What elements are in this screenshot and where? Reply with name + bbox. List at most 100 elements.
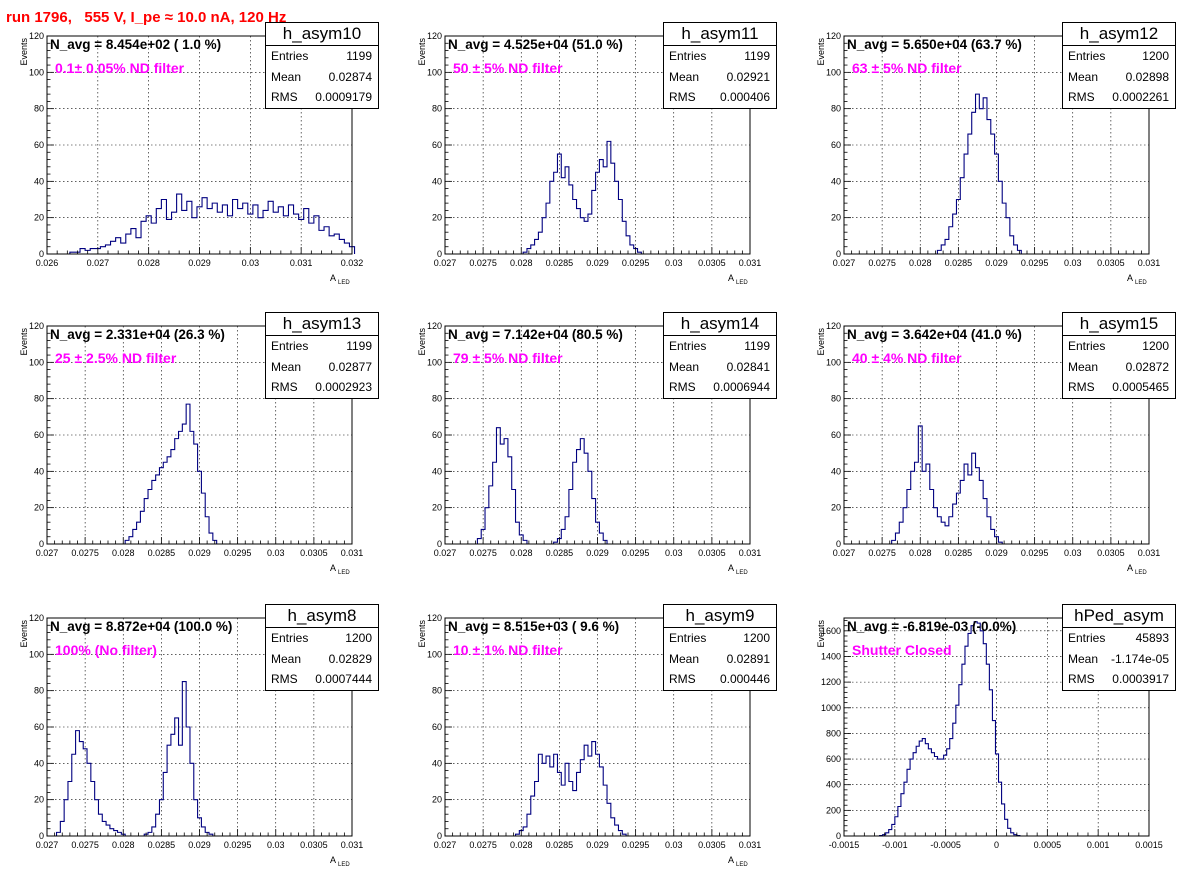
y-tick-label: 80 [34, 104, 44, 114]
x-tick-label: 0.031 [290, 258, 313, 268]
stats-value: 0.0006944 [713, 380, 770, 394]
stats-row-rms: RMS 0.0006944 [664, 377, 776, 398]
y-tick-label: 40 [831, 176, 841, 186]
x-tick-label: 0.0305 [300, 840, 328, 850]
histogram-svg: 0.027 0.0275 0.028 0.0285 0.029 0.0295 0.03 0.0… [816, 321, 1160, 576]
y-tick-label: 40 [831, 466, 841, 476]
stats-key: Mean [1068, 359, 1099, 374]
stats-box: h_asym11 Entries 1199 Mean 0.02921 RMS 0.00040… [663, 22, 777, 109]
x-tick-label: 0.0285 [546, 840, 574, 850]
x-tick-label: 0.0275 [71, 548, 99, 558]
x-tick-label: 0.0305 [1097, 258, 1125, 268]
x-axis-title-subscript: LED [1135, 280, 1147, 286]
stats-row-rms: RMS 0.0002261 [1063, 87, 1175, 108]
y-tick-label: 0 [836, 249, 841, 259]
stats-value: 1199 [744, 49, 770, 63]
y-tick-label: 0 [39, 539, 44, 549]
stats-key: Entries [271, 49, 309, 63]
y-tick-label: 60 [34, 140, 44, 150]
stats-box: h_asym12 Entries 1200 Mean 0.02898 RMS 0.00022… [1062, 22, 1176, 109]
x-tick-label: 0.0275 [71, 840, 99, 850]
stats-value: 0.000406 [719, 90, 770, 104]
x-tick-label: 0.027 [36, 548, 59, 558]
stats-value: 1200 [345, 631, 372, 645]
x-tick-label: 0.029 [586, 548, 609, 558]
y-tick-label: 120 [29, 31, 44, 41]
stats-value: 0.0009179 [315, 90, 372, 104]
stats-title: hPed_asym [1063, 605, 1175, 628]
stats-key: Mean [271, 69, 302, 84]
y-tick-label: 80 [432, 104, 442, 114]
x-tick-label: 0.029 [985, 548, 1008, 558]
y-tick-label: 20 [831, 213, 841, 223]
stats-value: 0.02841 [726, 359, 770, 374]
histogram-series [49, 193, 356, 255]
y-tick-label: 120 [427, 31, 442, 41]
y-tick-label: 100 [29, 649, 44, 659]
y-tick-label: 0 [39, 831, 44, 841]
x-tick-label: 0.031 [739, 840, 762, 850]
x-tick-label: 0.0275 [868, 258, 896, 268]
y-tick-label: 20 [34, 503, 44, 513]
stats-value: 0.02874 [328, 69, 372, 84]
x-axis-title: A [330, 563, 336, 573]
stats-title: h_asym10 [266, 23, 378, 46]
histogram-svg: -0.0015 -0.001 -0.0005 0 0.0005 0.001 0.0015 0 2… [816, 617, 1163, 850]
y-tick-label: 20 [34, 213, 44, 223]
x-tick-label: 0.029 [586, 840, 609, 850]
stats-value: 45893 [1135, 631, 1169, 645]
filter-note: 79 ± 5% ND filter [453, 350, 563, 366]
y-tick-label: 40 [34, 758, 44, 768]
x-tick-label: 0.0285 [546, 258, 574, 268]
y-tick-label: 60 [831, 430, 841, 440]
x-tick-label: 0.0295 [1021, 258, 1049, 268]
histogram-panel-h_asym8: 0.027 0.0275 0.028 0.0285 0.029 0.0295 0.03 0.0… [0, 604, 398, 894]
y-tick-label: 100 [427, 357, 442, 367]
y-tick-label: 80 [34, 686, 44, 696]
navg-label: N_avg = 8.515e+03 ( 9.6 %) [448, 619, 620, 634]
histogram-grid: 0.026 0.027 0.028 0.029 0.03 0.031 0.03 2 0 20 40 6… [19, 22, 1195, 868]
stats-key: Entries [271, 339, 309, 353]
histogram-panel-h_asym12: 0.027 0.0275 0.028 0.0285 0.029 0.0295 0.03 0.0… [797, 22, 1195, 312]
histogram-series [55, 681, 214, 837]
x-tick-label: 0.0285 [945, 548, 973, 558]
y-tick-label: 100 [427, 67, 442, 77]
y-tick-label: 0 [836, 831, 841, 841]
y-tick-label: 60 [432, 722, 442, 732]
x-tick-label: 0.026 [36, 258, 59, 268]
y-tick-label: 80 [831, 104, 841, 114]
stats-title: h_asym9 [664, 605, 776, 628]
x-tick-label: 0.027 [434, 548, 457, 558]
x-tick-label: 0.031 [341, 548, 364, 558]
stats-row-entries: Entries 1200 [664, 628, 776, 649]
stats-key: Entries [271, 631, 309, 645]
x-axis-title-subscript: LED [338, 280, 350, 286]
x-tick-label: 0.03 [1064, 258, 1082, 268]
stats-row-rms: RMS 0.0002923 [266, 377, 378, 398]
y-tick-label: 0 [437, 831, 442, 841]
x-tick-label: 0.03 [665, 258, 683, 268]
x-tick-label: 0.0305 [1097, 548, 1125, 558]
x-tick-label: 0.028 [510, 258, 533, 268]
x-tick-label: 0.0285 [148, 840, 176, 850]
stats-title: h_asym12 [1063, 23, 1175, 46]
x-tick-label: 0.031 [341, 840, 364, 850]
stats-value: 0.0003917 [1112, 672, 1169, 686]
y-tick-label: 400 [826, 780, 841, 790]
x-axis-title: A [1127, 273, 1133, 283]
stats-key: Mean [1068, 69, 1099, 84]
stats-key: Entries [1068, 339, 1106, 353]
x-tick-label: 0.029 [985, 258, 1008, 268]
navg-label: N_avg = 3.642e+04 (41.0 %) [847, 327, 1022, 342]
stats-value: 1199 [744, 339, 770, 353]
x-tick-label: 0.027 [87, 258, 110, 268]
y-tick-label: 0 [836, 539, 841, 549]
stats-key: Mean [669, 651, 700, 666]
y-axis-title: Events [816, 38, 826, 66]
histogram-svg: 0.026 0.027 0.028 0.029 0.03 0.031 0.032 0 20 40 6… [19, 31, 363, 286]
x-tick-label: -0.001 [882, 840, 908, 850]
filter-note: 40 ± 4% ND filter [852, 350, 962, 366]
y-tick-label: 120 [826, 321, 841, 331]
stats-row-entries: Entries 1200 [1063, 46, 1175, 67]
stats-box: h_asym13 Entries 1199 Mean 0.02877 RMS 0.00029… [265, 312, 379, 399]
